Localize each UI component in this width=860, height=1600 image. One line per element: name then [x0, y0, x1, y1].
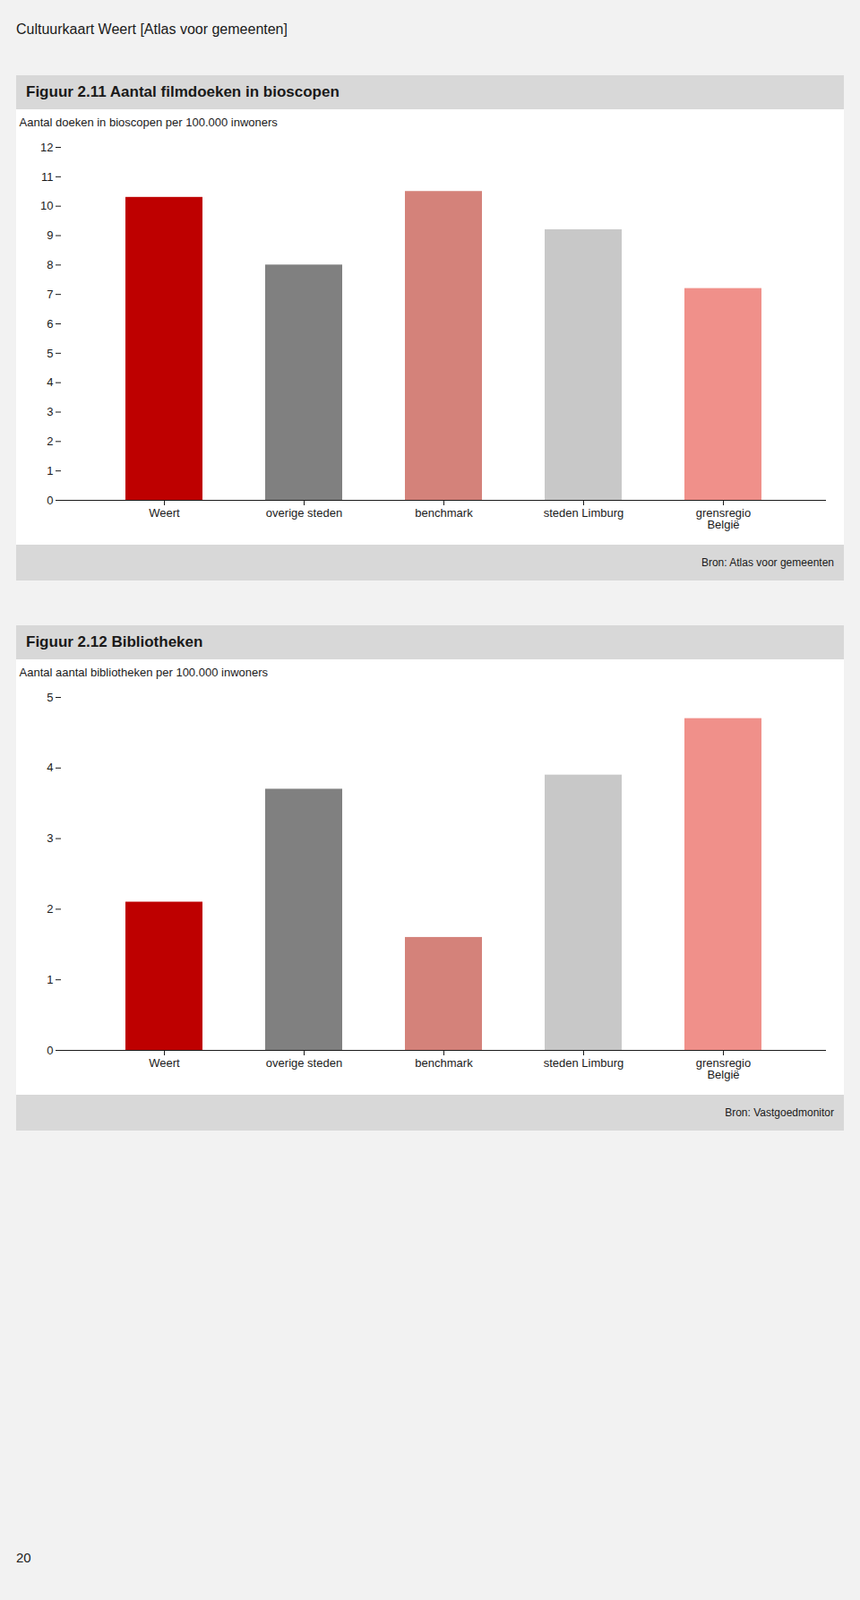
svg-text:grensregioBelgië: grensregioBelgië — [696, 506, 751, 532]
svg-text:Weert: Weert — [148, 506, 181, 520]
svg-text:6: 6 — [46, 317, 53, 331]
html-text:Cultuurkaart Weert [Atlas voor: Cultuurkaart Weert [Atlas voor gemeenten… — [16, 21, 288, 37]
svg-text:8: 8 — [46, 258, 53, 272]
svg-text:10: 10 — [40, 198, 53, 213]
svg-text:Aantal doeken in bioscopen per: Aantal doeken in bioscopen per 100.000 i… — [19, 115, 279, 129]
svg-text:5: 5 — [46, 345, 53, 360]
svg-text:4: 4 — [46, 760, 53, 774]
svg-text:11: 11 — [41, 169, 54, 183]
svg-text:3: 3 — [46, 831, 53, 845]
svg-text:steden Limburg: steden Limburg — [543, 1056, 625, 1070]
html-text:20: 20 — [16, 1549, 32, 1566]
svg-text:overige steden: overige steden — [266, 1056, 343, 1070]
svg-text:5: 5 — [46, 690, 53, 705]
svg-text:overige steden: overige steden — [266, 506, 343, 520]
svg-text:0: 0 — [46, 1043, 53, 1058]
svg-text:benchmark: benchmark — [414, 1056, 473, 1070]
svg-text:12: 12 — [40, 140, 53, 155]
svg-text:2: 2 — [46, 902, 53, 916]
svg-text:0: 0 — [46, 493, 53, 508]
html-text:Figuur 2.12 Bibliotheken: Figuur 2.12 Bibliotheken — [25, 633, 203, 651]
html-text:Figuur 2.11 Aantal filmdoeken: Figuur 2.11 Aantal filmdoeken in bioscop… — [25, 83, 340, 101]
svg-text:4: 4 — [46, 375, 53, 389]
html-text:Bron: Atlas voor gemeenten: Bron: Atlas voor gemeenten — [701, 556, 835, 569]
html-text:Bron: Vastgoedmonitor: Bron: Vastgoedmonitor — [724, 1106, 835, 1119]
svg-text:9: 9 — [46, 228, 53, 242]
svg-text:benchmark: benchmark — [414, 506, 473, 520]
svg-text:Weert: Weert — [148, 1056, 181, 1070]
svg-text:2: 2 — [46, 434, 53, 448]
svg-text:grensregioBelgië: grensregioBelgië — [696, 1056, 751, 1082]
svg-text:steden Limburg: steden Limburg — [543, 506, 625, 520]
svg-text:1: 1 — [46, 972, 53, 987]
svg-text:Aantal aantal bibliotheken per: Aantal aantal bibliotheken per 100.000 i… — [19, 665, 269, 680]
svg-text:1: 1 — [46, 464, 53, 478]
svg-text:7: 7 — [46, 287, 53, 301]
svg-text:3: 3 — [46, 404, 53, 419]
